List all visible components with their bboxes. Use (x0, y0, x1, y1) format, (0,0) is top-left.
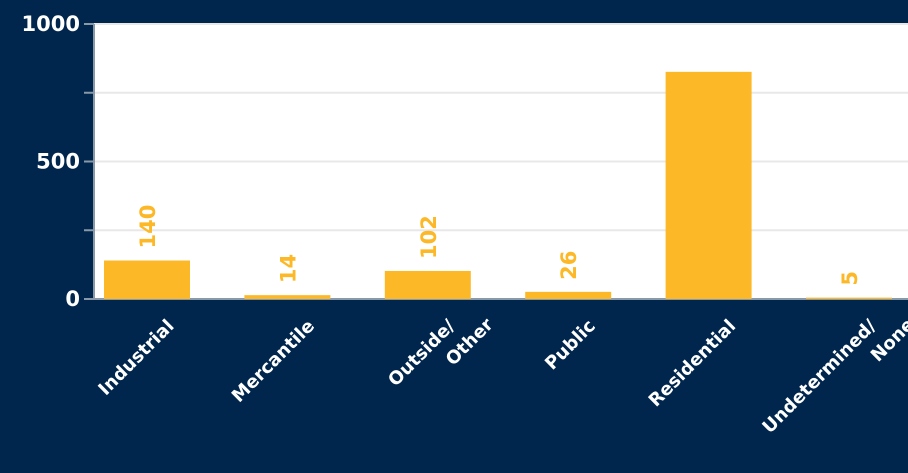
x-tick-label: Public (541, 316, 600, 375)
x-tick-label: Residential (645, 316, 740, 411)
data-label: 26 (557, 251, 581, 280)
bar (384, 270, 471, 299)
data-label: 140 (136, 205, 160, 249)
bar (806, 297, 892, 299)
x-tick-label: Mercantile (228, 316, 319, 407)
bar (104, 260, 190, 299)
bar (525, 291, 612, 299)
x-tick-label: Undetermined/None (758, 296, 908, 456)
data-label: 102 (417, 215, 441, 259)
bar (244, 295, 331, 299)
y-tick-label: 0 (65, 287, 80, 311)
x-tick-label: Outside/Other (384, 296, 497, 409)
data-label: 5 (838, 271, 862, 286)
bar (665, 71, 752, 299)
data-label: 826 (698, 154, 722, 198)
data-label: 14 (276, 254, 300, 283)
y-tick-label: 1000 (22, 12, 80, 36)
y-tick-label: 500 (36, 150, 80, 174)
x-tick-label: Industrial (94, 316, 178, 400)
